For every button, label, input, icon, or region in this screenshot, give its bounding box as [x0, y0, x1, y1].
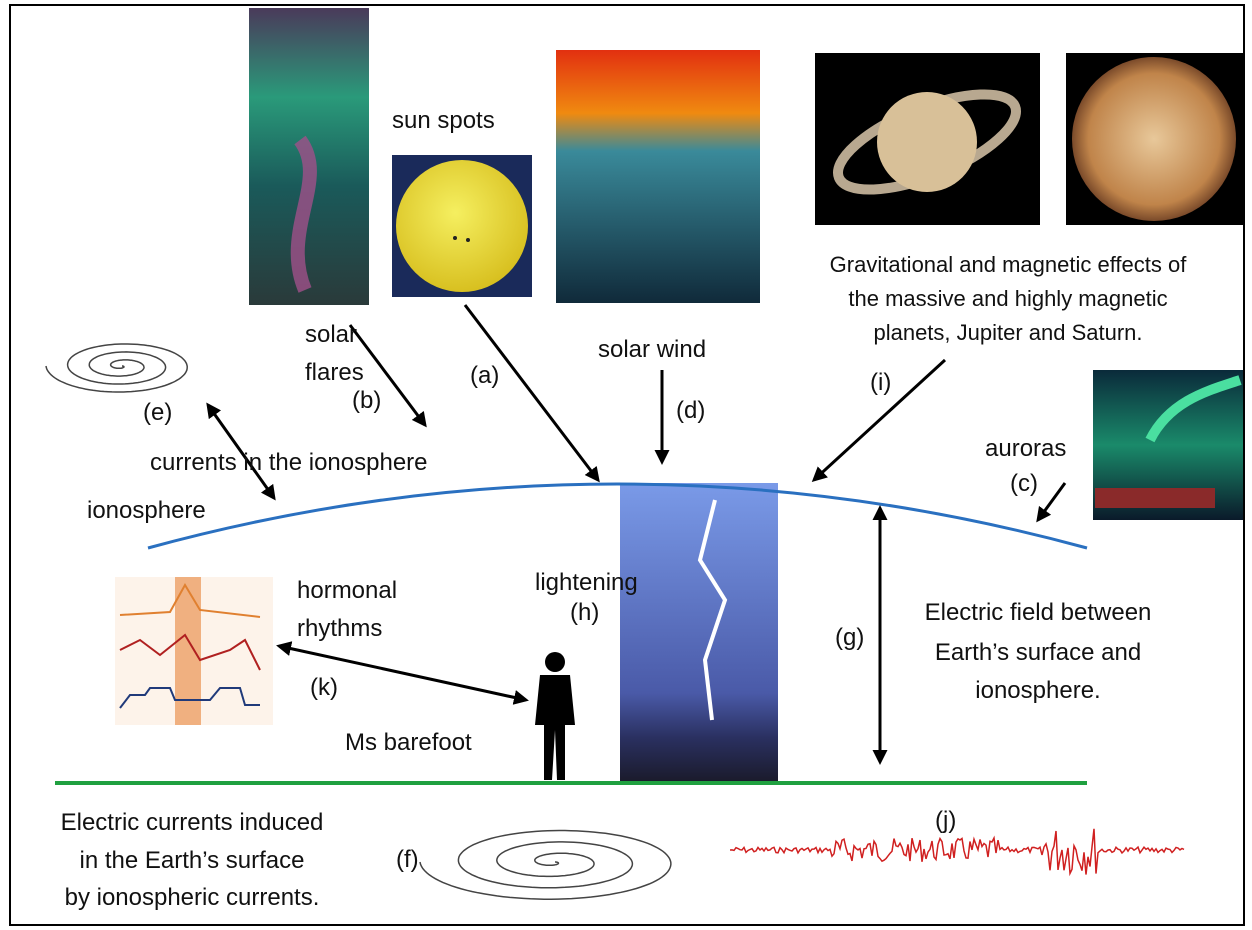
arrow	[1036, 482, 1067, 523]
ionosphere-arc	[147, 482, 1088, 550]
marker-label: (b)	[352, 387, 381, 414]
label: planets, Jupiter and Saturn.	[873, 320, 1142, 345]
label: hormonal	[297, 577, 397, 604]
label: ionosphere	[87, 497, 206, 524]
label: solar wind	[598, 336, 706, 363]
label: sun spots	[392, 107, 495, 134]
frame	[9, 4, 1245, 926]
hormone-line	[119, 583, 261, 618]
arrow	[811, 358, 947, 483]
solar-wind-image	[556, 50, 760, 303]
marker-label: (g)	[835, 624, 864, 651]
spiral	[45, 343, 188, 393]
lightning-bolt	[697, 499, 728, 721]
label: in the Earth’s surface	[79, 847, 304, 874]
marker-label: (a)	[470, 362, 499, 389]
marker-label: (h)	[570, 599, 599, 626]
label: Electric currents induced	[61, 809, 324, 836]
signal-trace	[729, 828, 1185, 877]
marker-label: (f)	[396, 846, 419, 873]
double-arrow	[276, 641, 529, 705]
marker-label: (c)	[1010, 470, 1038, 497]
spiral	[419, 829, 672, 900]
marker-label: (d)	[676, 397, 705, 424]
label: solar	[305, 321, 357, 348]
hormone-band	[175, 577, 201, 725]
sun-spot	[466, 238, 470, 242]
saturn	[877, 92, 977, 192]
marker-label: (e)	[143, 399, 172, 426]
label: currents in the ionosphere	[150, 449, 428, 476]
label: ionosphere.	[975, 677, 1100, 704]
label: Gravitational and magnetic effects of	[830, 252, 1188, 277]
arrow	[463, 304, 600, 483]
label: flares	[305, 359, 364, 386]
person	[535, 652, 575, 780]
marker-label: (i)	[870, 369, 891, 396]
label: Earth’s surface and	[935, 639, 1141, 666]
hormone-line	[119, 633, 261, 671]
label: auroras	[985, 435, 1066, 462]
label: rhythms	[297, 615, 382, 642]
jupiter	[1072, 57, 1236, 221]
label: lightening	[535, 569, 638, 596]
marker-label: (j)	[935, 807, 956, 834]
arrow	[348, 324, 427, 428]
double-arrow	[206, 402, 276, 501]
label: Electric field between	[925, 599, 1152, 626]
sun	[396, 160, 528, 292]
marker-label: (k)	[310, 674, 338, 701]
aurora-band	[1145, 375, 1242, 443]
hormone-line	[119, 687, 260, 709]
lightning-image	[620, 483, 778, 783]
label: the massive and highly magnetic	[848, 286, 1167, 311]
sun-spot	[453, 236, 457, 240]
flare-plume	[290, 135, 317, 293]
houses	[1095, 488, 1215, 508]
label: by ionospheric currents.	[65, 884, 320, 911]
label: Ms barefoot	[345, 729, 472, 756]
